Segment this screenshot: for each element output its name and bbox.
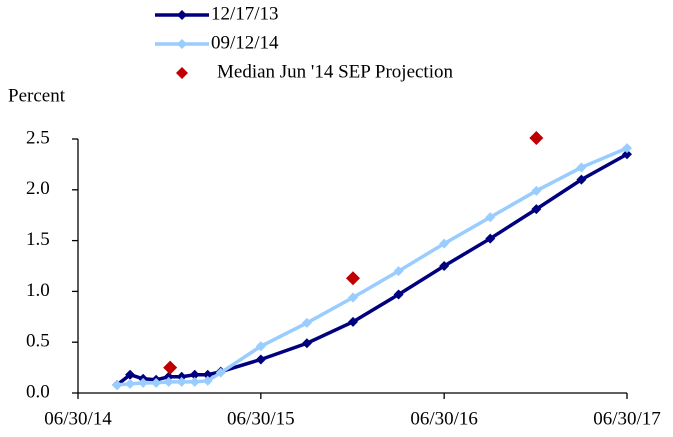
data-point: [485, 212, 496, 223]
data-point: [125, 378, 136, 389]
data-point: [151, 377, 162, 388]
x-tick-label: 06/30/16: [410, 408, 478, 429]
data-point: [176, 376, 187, 387]
data-point: [255, 354, 266, 365]
legend-marker: [176, 67, 188, 79]
data-point: [531, 204, 542, 215]
data-point: [439, 261, 450, 271]
y-tick-label: 2.0: [26, 178, 50, 199]
x-tick-label: 06/30/15: [227, 408, 295, 429]
data-point: [485, 233, 496, 244]
data-point: [189, 376, 200, 387]
data-point: [622, 149, 632, 160]
data-point: [348, 316, 359, 327]
y-tick-label: 0.0: [26, 381, 50, 402]
series-line: [116, 146, 628, 387]
data-point: [163, 376, 174, 387]
y-tick-label: 1.5: [26, 229, 50, 250]
data-point: [529, 130, 544, 145]
data-point: [393, 266, 404, 277]
x-tick-label: 06/30/17: [593, 408, 661, 429]
data-point: [163, 360, 178, 375]
y-tick-label: 2.5: [26, 127, 50, 148]
data-point: [176, 371, 187, 382]
data-point: [189, 369, 200, 380]
data-point: [576, 174, 587, 185]
data-point: [215, 367, 226, 378]
legend-label: Median Jun '14 SEP Projection: [217, 61, 453, 82]
y-tick-label: 0.5: [26, 331, 50, 352]
legend-marker: [177, 10, 187, 20]
y-axis-label: Percent: [8, 85, 66, 106]
data-point: [301, 317, 312, 328]
y-tick-label: 1.0: [26, 280, 50, 301]
data-point: [439, 238, 450, 249]
legend-label: 09/12/14: [211, 32, 279, 53]
data-point: [576, 162, 587, 173]
data-point: [393, 289, 404, 300]
data-point: [138, 377, 149, 388]
x-tick-label: 06/30/14: [44, 408, 112, 429]
data-point: [346, 271, 361, 286]
legend-marker: [177, 39, 187, 49]
data-point: [202, 375, 213, 386]
data-point: [125, 369, 136, 380]
legend-label: 12/17/13: [211, 3, 279, 24]
data-point: [301, 338, 312, 349]
data-point: [112, 379, 123, 390]
data-point: [531, 185, 542, 196]
data-point: [348, 292, 359, 303]
data-point: [255, 341, 266, 352]
data-point: [622, 143, 632, 154]
data-point: [163, 371, 174, 382]
series-line: [115, 152, 628, 387]
